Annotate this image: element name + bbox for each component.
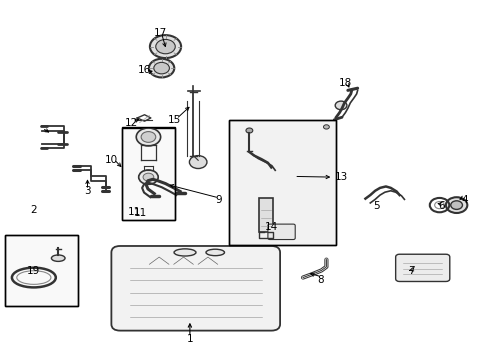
Text: 7: 7 <box>407 266 414 276</box>
Text: 15: 15 <box>167 115 181 125</box>
Circle shape <box>141 132 156 142</box>
Text: 1: 1 <box>186 333 193 343</box>
Text: 11: 11 <box>127 207 141 217</box>
FancyBboxPatch shape <box>267 224 295 239</box>
FancyBboxPatch shape <box>395 254 449 282</box>
Bar <box>122 127 175 220</box>
Circle shape <box>143 173 154 181</box>
Circle shape <box>189 156 206 168</box>
Bar <box>228 120 335 245</box>
Text: 17: 17 <box>154 28 167 38</box>
Text: 18: 18 <box>339 78 352 88</box>
Bar <box>259 198 272 232</box>
Text: 14: 14 <box>264 222 278 232</box>
Circle shape <box>149 59 174 77</box>
Circle shape <box>136 128 160 146</box>
Circle shape <box>334 101 346 110</box>
Circle shape <box>450 201 462 210</box>
Bar <box>228 120 335 245</box>
FancyBboxPatch shape <box>111 246 280 330</box>
Text: 3: 3 <box>84 186 91 196</box>
Circle shape <box>323 125 329 129</box>
Text: 19: 19 <box>27 266 41 276</box>
Text: 2: 2 <box>30 206 37 216</box>
Text: 10: 10 <box>105 155 118 165</box>
Text: 6: 6 <box>437 201 444 211</box>
Ellipse shape <box>174 249 196 256</box>
Ellipse shape <box>205 249 224 256</box>
Text: 12: 12 <box>124 118 138 128</box>
Ellipse shape <box>51 255 65 261</box>
Text: 5: 5 <box>372 201 379 211</box>
Text: 9: 9 <box>215 195 222 205</box>
Circle shape <box>445 197 467 213</box>
Text: 13: 13 <box>334 172 347 182</box>
Circle shape <box>139 170 158 184</box>
Bar <box>122 128 175 220</box>
Text: 4: 4 <box>461 195 467 205</box>
Circle shape <box>150 35 181 58</box>
Text: 8: 8 <box>317 275 323 285</box>
Circle shape <box>154 62 169 74</box>
Bar <box>4 234 78 306</box>
Text: 16: 16 <box>138 64 151 75</box>
Circle shape <box>245 128 252 133</box>
Text: 11: 11 <box>133 208 146 218</box>
Circle shape <box>156 40 175 54</box>
Bar <box>4 234 78 306</box>
